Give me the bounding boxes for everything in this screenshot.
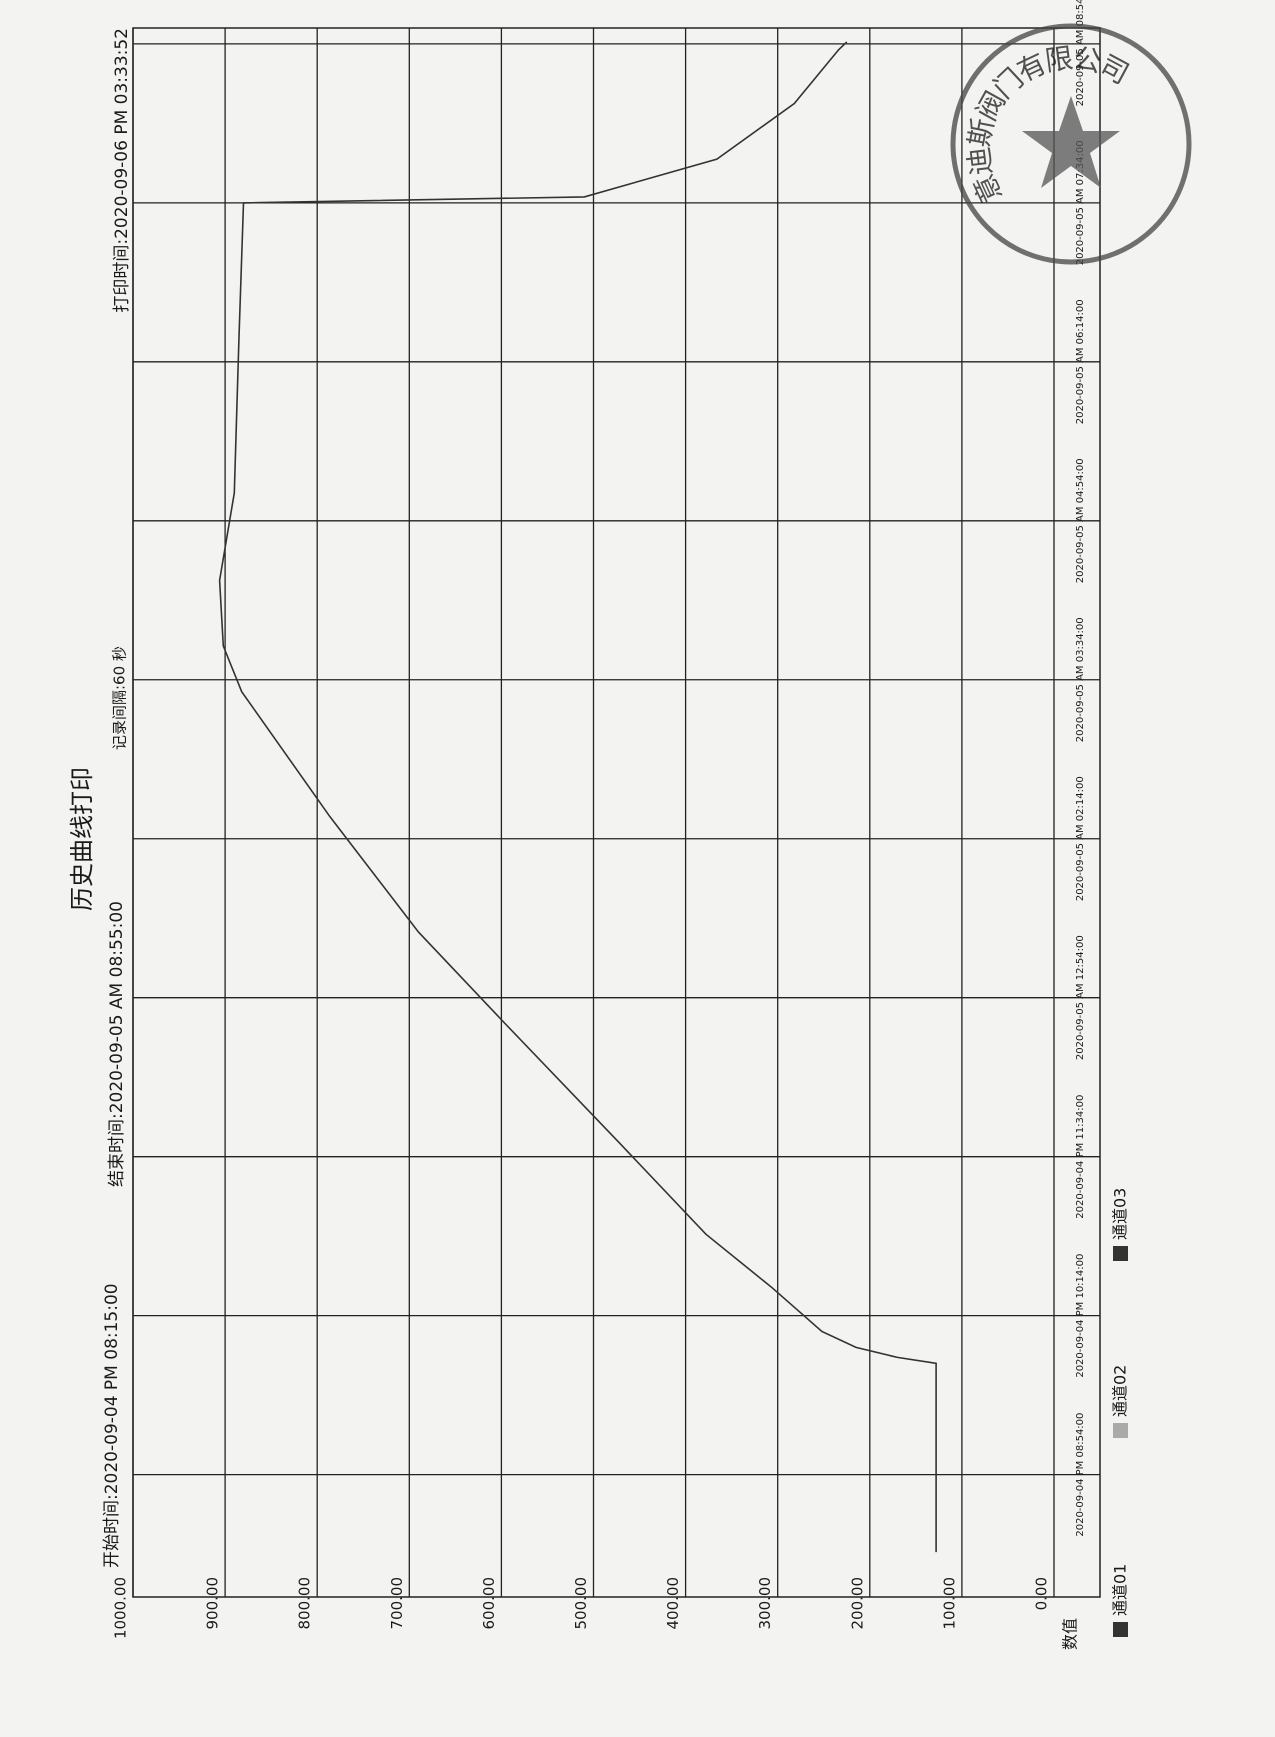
- y-tick-label: 500.00: [572, 1577, 590, 1630]
- y-tick-label: 400.00: [664, 1577, 682, 1630]
- print-time: 打印时间:2020-09-06 PM 03:33:52: [112, 28, 132, 313]
- x-tick-label: 2020-09-05 AM 04:54:00: [1075, 458, 1086, 583]
- stamp-star: [1022, 96, 1120, 188]
- start-time: 开始时间:2020-09-04 PM 08:15:00: [102, 1283, 122, 1568]
- legend-label: 通道03: [1111, 1188, 1130, 1240]
- legend-swatch: [1113, 1423, 1128, 1438]
- data-line: [218, 41, 937, 1553]
- end-time: 结束时间:2020-09-05 AM 08:55:00: [107, 901, 127, 1187]
- y-tick-label: 0.00: [1033, 1577, 1051, 1610]
- x-tick-label: 2020-09-05 AM 07:34:00: [1075, 140, 1086, 265]
- x-tick-label: 2020-09-04 PM 10:14:00: [1075, 1254, 1086, 1378]
- x-tick-label: 2020-09-04 PM 11:34:00: [1075, 1095, 1086, 1219]
- legend-label: 通道01: [1111, 1564, 1130, 1616]
- y-tick-label: 300.00: [756, 1577, 774, 1630]
- x-tick-label: 2020-09-05 AM 02:14:00: [1075, 776, 1086, 901]
- y-tick-label: 200.00: [848, 1577, 866, 1630]
- x-tick-label: 2020-09-05 AM 06:14:00: [1075, 299, 1086, 424]
- y-axis-title: 数值: [1061, 1618, 1080, 1650]
- legend-swatch: [1113, 1622, 1128, 1637]
- stamp-ring: [950, 23, 1192, 265]
- x-tick-label: 2020-09-05 AM 03:34:00: [1075, 617, 1086, 742]
- y-tick-label: 700.00: [388, 1577, 406, 1630]
- y-tick-label: 100.00: [940, 1577, 958, 1630]
- x-tick-label: 2020-09-04 PM 08:54:00: [1075, 1413, 1086, 1537]
- rotated-chart: 历史曲线打印 开始时间:2020-09-04 PM 08:15:00 结束时间:…: [68, 0, 1130, 1650]
- y-tick-label: 900.00: [204, 1577, 222, 1630]
- y-tick-label: 1000.00: [112, 1577, 130, 1639]
- x-tick-label: 2020-09-05 AM 12:54:00: [1075, 935, 1086, 1060]
- record-interval: 记录间隔:60 秒: [111, 646, 129, 750]
- y-tick-label: 800.00: [296, 1577, 314, 1630]
- y-tick-label: 600.00: [480, 1577, 498, 1630]
- x-tick-label: 2020-09-05 AM 08:54:00: [1075, 0, 1086, 106]
- chart-title: 历史曲线打印: [68, 767, 96, 911]
- legend-swatch: [1113, 1246, 1128, 1261]
- legend-label: 通道02: [1111, 1365, 1130, 1417]
